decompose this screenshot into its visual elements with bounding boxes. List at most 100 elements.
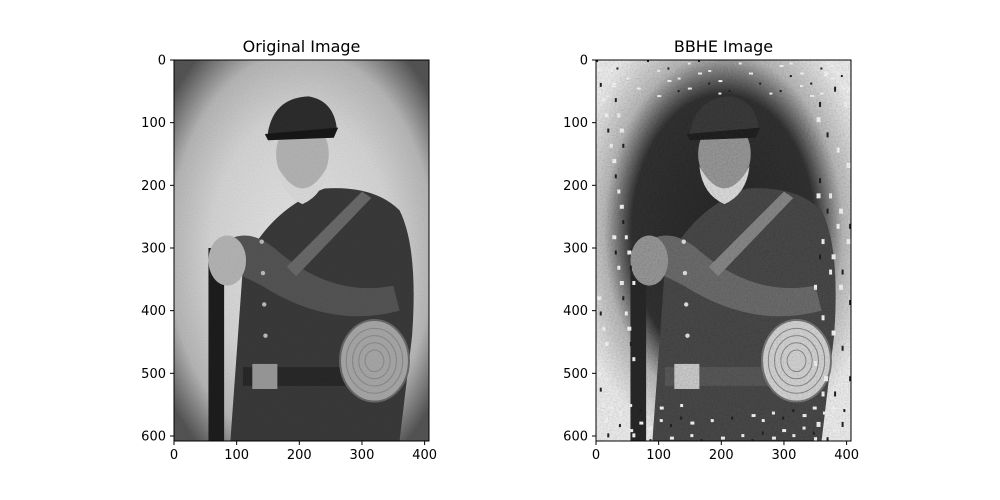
x-tick-label: 400: [834, 448, 859, 463]
eq-artifact: [802, 414, 807, 418]
eq-artifact: [834, 86, 837, 92]
eq-artifact: [604, 113, 609, 118]
eq-artifact: [826, 132, 829, 138]
eq-artifact: [632, 357, 636, 362]
eq-artifact: [604, 341, 609, 346]
eq-artifact: [849, 376, 851, 382]
y-tick-label: 200: [563, 179, 588, 194]
eq-artifact: [819, 254, 822, 260]
eq-artifact: [614, 98, 617, 103]
eq-artifact: [677, 77, 681, 80]
eq-artifact: [824, 71, 829, 77]
eq-artifact: [602, 402, 606, 407]
eq-artifact: [841, 345, 844, 351]
eq-artifact: [831, 406, 836, 412]
y-tick-label: 0: [580, 54, 588, 69]
eq-artifact: [622, 296, 625, 301]
eq-artifact: [800, 72, 804, 75]
eq-artifact: [812, 406, 817, 410]
eq-artifact: [840, 87, 845, 90]
eq-artifact: [617, 113, 621, 118]
eq-artifact: [751, 439, 754, 441]
eq-artifact: [849, 300, 851, 306]
eq-artifact: [657, 95, 662, 98]
eq-artifact: [597, 67, 602, 72]
coat-button: [685, 333, 690, 338]
eq-artifact: [614, 250, 617, 255]
eq-artifact: [619, 204, 624, 209]
eq-artifact: [831, 330, 836, 336]
eq-artifact: [839, 208, 844, 214]
eq-artifact: [669, 424, 672, 428]
eq-artifact: [821, 239, 825, 245]
eq-artifact: [698, 60, 700, 62]
coat-button: [262, 302, 267, 307]
canteen-ring: [774, 335, 819, 387]
y-tick-label: 400: [141, 304, 166, 319]
eq-artifact: [612, 235, 617, 240]
arm: [639, 235, 822, 317]
subplot-1: Original Image 0 100 200 300 400 0 100 200 300 400…: [141, 37, 437, 463]
rifle: [208, 247, 225, 441]
eq-artifact: [596, 85, 599, 88]
eq-artifact: [800, 85, 803, 88]
eq-artifact: [629, 341, 632, 346]
eq-artifact: [639, 421, 644, 425]
belt-buckle: [252, 363, 278, 389]
eq-artifact: [779, 90, 782, 93]
y-tick-label: 500: [563, 367, 588, 382]
eq-artifact: [728, 90, 731, 93]
y-tick-label: 500: [141, 367, 166, 382]
cap-brim: [264, 127, 339, 141]
eq-artifact: [849, 223, 851, 229]
eq-artifact: [816, 117, 821, 123]
eq-artifact: [667, 67, 670, 70]
kepi-cap: [267, 96, 337, 136]
x-tick-label: 400: [412, 448, 437, 463]
eq-artifact: [710, 419, 714, 423]
eq-artifact: [698, 72, 702, 75]
eq-artifact: [841, 421, 844, 427]
canteen: [761, 319, 832, 403]
strap: [286, 191, 372, 277]
eq-artifact: [606, 95, 611, 98]
eq-artifact: [761, 431, 764, 435]
coat-button: [684, 302, 689, 307]
eq-artifact: [657, 70, 661, 73]
eq-artifact: [718, 92, 722, 95]
strap: [708, 191, 794, 277]
eq-artifact: [597, 296, 602, 301]
coat-button: [682, 270, 688, 276]
canteen-ring: [780, 342, 813, 380]
eq-artifact: [814, 360, 818, 366]
eq-artifact: [789, 62, 793, 65]
eq-artifact: [812, 431, 815, 435]
rifle: [630, 247, 647, 441]
eq-artifact: [816, 421, 821, 427]
eq-artifact: [608, 406, 613, 410]
canteen-ring: [352, 335, 397, 387]
eq-artifact: [741, 434, 745, 438]
eq-artifact: [820, 67, 823, 70]
eq-artifact: [602, 326, 606, 331]
x-tick-label: 200: [709, 448, 734, 463]
eq-artifact: [632, 433, 636, 438]
eq-artifact: [819, 101, 822, 107]
eq-artifact: [720, 436, 725, 440]
eq-artifact: [629, 429, 634, 433]
eq-artifact: [843, 409, 846, 413]
eq-artifact: [700, 439, 703, 441]
x-tick-label: 100: [646, 448, 671, 463]
eq-artifact: [816, 193, 821, 199]
eq-artifact: [617, 265, 621, 270]
eq-artifact: [718, 80, 723, 83]
y-tick-label: 100: [563, 116, 588, 131]
image-content: [596, 60, 851, 441]
eq-artifact: [604, 418, 609, 423]
eq-artifact: [836, 223, 840, 229]
eq-artifact: [659, 406, 664, 410]
eq-artifact: [680, 416, 683, 420]
subplot-title: BBHE Image: [674, 37, 773, 56]
image-content: [174, 60, 429, 441]
